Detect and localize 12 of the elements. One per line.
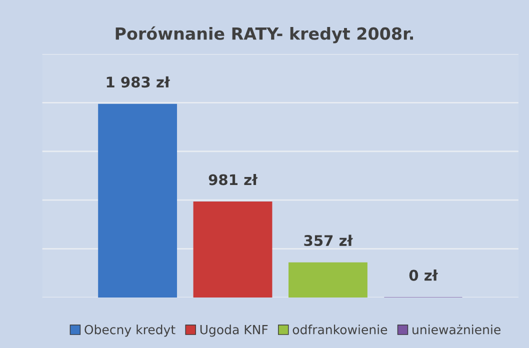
bar	[98, 104, 177, 298]
data-label: 1 983 zł	[106, 76, 170, 88]
legend-label: Ugoda KNF	[200, 324, 268, 337]
legend-label: odfrankowienie	[292, 324, 388, 334]
bar	[288, 262, 368, 298]
chart-title: Porównanie RATY- kredyt 2008r.	[116, 26, 413, 44]
legend-label: unieważnienie	[412, 324, 500, 334]
legend-label: Obecny kredyt	[84, 324, 176, 337]
data-label: 0 zł	[409, 270, 438, 281]
data-label: 981 zł	[208, 174, 258, 186]
bar	[193, 202, 272, 298]
data-label: 357 zł	[304, 234, 353, 246]
